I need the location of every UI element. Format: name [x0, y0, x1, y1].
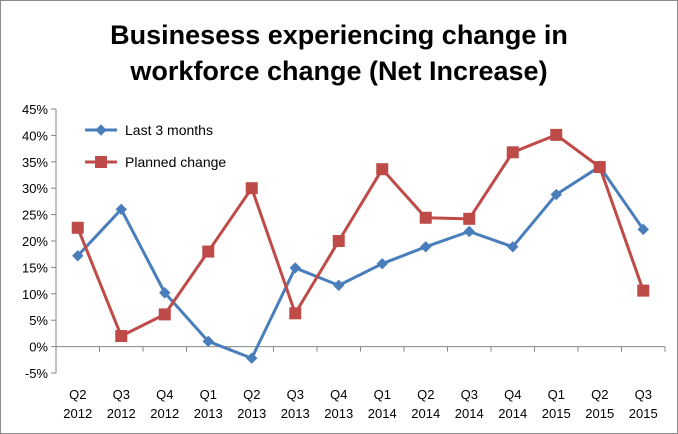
legend-label: Last 3 months — [125, 122, 213, 138]
data-point — [289, 307, 302, 320]
x-tick-label-quarter: Q4 — [504, 387, 521, 402]
x-tick-label-year: 2013 — [194, 406, 223, 421]
y-tick-label: 20% — [22, 234, 48, 249]
legend-label: Planned change — [125, 154, 226, 170]
data-point — [463, 225, 475, 238]
data-point — [202, 335, 214, 348]
x-tick-label-quarter: Q1 — [548, 387, 565, 402]
y-tick-label: 35% — [22, 155, 48, 170]
legend-marker — [95, 124, 107, 136]
legend-item: Last 3 months — [85, 122, 213, 138]
y-tick-label: 30% — [22, 181, 48, 196]
series-line — [76, 165, 645, 360]
x-tick-label-year: 2012 — [63, 406, 92, 421]
y-tick-label: 45% — [22, 102, 48, 117]
x-tick-label-quarter: Q3 — [113, 387, 130, 402]
data-point — [550, 128, 563, 141]
x-tick-label-year: 2015 — [542, 406, 571, 421]
x-tick-label-year: 2013 — [281, 406, 310, 421]
x-tick-label-quarter: Q3 — [287, 387, 304, 402]
x-tick-label-quarter: Q3 — [635, 387, 652, 402]
data-point — [71, 221, 84, 234]
y-tick-label: 5% — [29, 313, 48, 328]
data-point — [419, 211, 432, 224]
series-1 — [71, 128, 650, 343]
y-tick-label: 40% — [22, 128, 48, 143]
data-point — [463, 212, 476, 225]
series-line — [76, 133, 645, 338]
data-point — [202, 245, 215, 258]
chart-title-line-1: Businesess experiencing change in — [110, 20, 568, 50]
x-tick-label-year: 2012 — [107, 406, 136, 421]
data-point — [420, 241, 432, 253]
y-tick-label: -5% — [25, 366, 49, 381]
x-tick-label-quarter: Q2 — [243, 387, 260, 402]
x-tick-label-year: 2014 — [411, 406, 440, 421]
data-point — [333, 279, 345, 292]
x-tick-label-year: 2013 — [324, 406, 353, 421]
x-tick-label-year: 2012 — [150, 406, 179, 421]
data-point — [637, 223, 649, 236]
data-point — [376, 163, 389, 176]
data-point — [115, 203, 127, 216]
y-tick-label: 15% — [22, 260, 48, 275]
data-point — [637, 284, 650, 297]
data-point — [245, 182, 258, 195]
data-point — [550, 188, 562, 201]
data-point — [289, 262, 301, 274]
x-tick-label-quarter: Q4 — [330, 387, 347, 402]
x-tick-label-year: 2014 — [368, 406, 397, 421]
chart-title-line-2: workforce change (Net Increase) — [130, 56, 548, 86]
y-tick-label: 10% — [22, 287, 48, 302]
x-tick-label-quarter: Q4 — [156, 387, 173, 402]
legend-marker — [95, 156, 107, 168]
x-tick-label-quarter: Q2 — [69, 387, 86, 402]
chart-legend: Last 3 months Planned change — [85, 122, 226, 170]
legend-item: Planned change — [85, 154, 226, 170]
data-point — [332, 235, 345, 247]
chart-series — [71, 128, 650, 364]
data-point — [246, 352, 258, 364]
data-point — [507, 241, 519, 253]
y-tick-label: 0% — [29, 340, 48, 355]
x-tick-label-quarter: Q3 — [461, 387, 478, 402]
data-point — [506, 146, 519, 159]
x-tick-label-quarter: Q1 — [374, 387, 391, 402]
chart-axes: -5% 0% 5% 10% 15% 20% 25% 30% 35% 40% 45% Q2 2012 Q3 2… — [22, 102, 666, 421]
x-tick-label-year: 2014 — [498, 406, 527, 421]
data-point — [72, 250, 84, 262]
x-tick-label-quarter: Q1 — [200, 387, 217, 402]
x-tick-label-quarter: Q2 — [591, 387, 608, 402]
x-tick-label-year: 2015 — [585, 406, 614, 421]
data-point — [376, 257, 388, 270]
data-point — [158, 308, 171, 321]
data-point — [593, 161, 606, 174]
x-tick-label-year: 2015 — [629, 406, 658, 421]
data-point — [115, 330, 128, 343]
x-tick-label-quarter: Q2 — [417, 387, 434, 402]
series-0 — [72, 160, 649, 364]
data-point — [159, 287, 171, 299]
y-tick-label: 25% — [22, 208, 48, 223]
x-tick-label-year: 2014 — [455, 406, 484, 421]
chart-title: Businesess experiencing change in workfo… — [1, 17, 677, 89]
x-tick-label-year: 2013 — [237, 406, 266, 421]
